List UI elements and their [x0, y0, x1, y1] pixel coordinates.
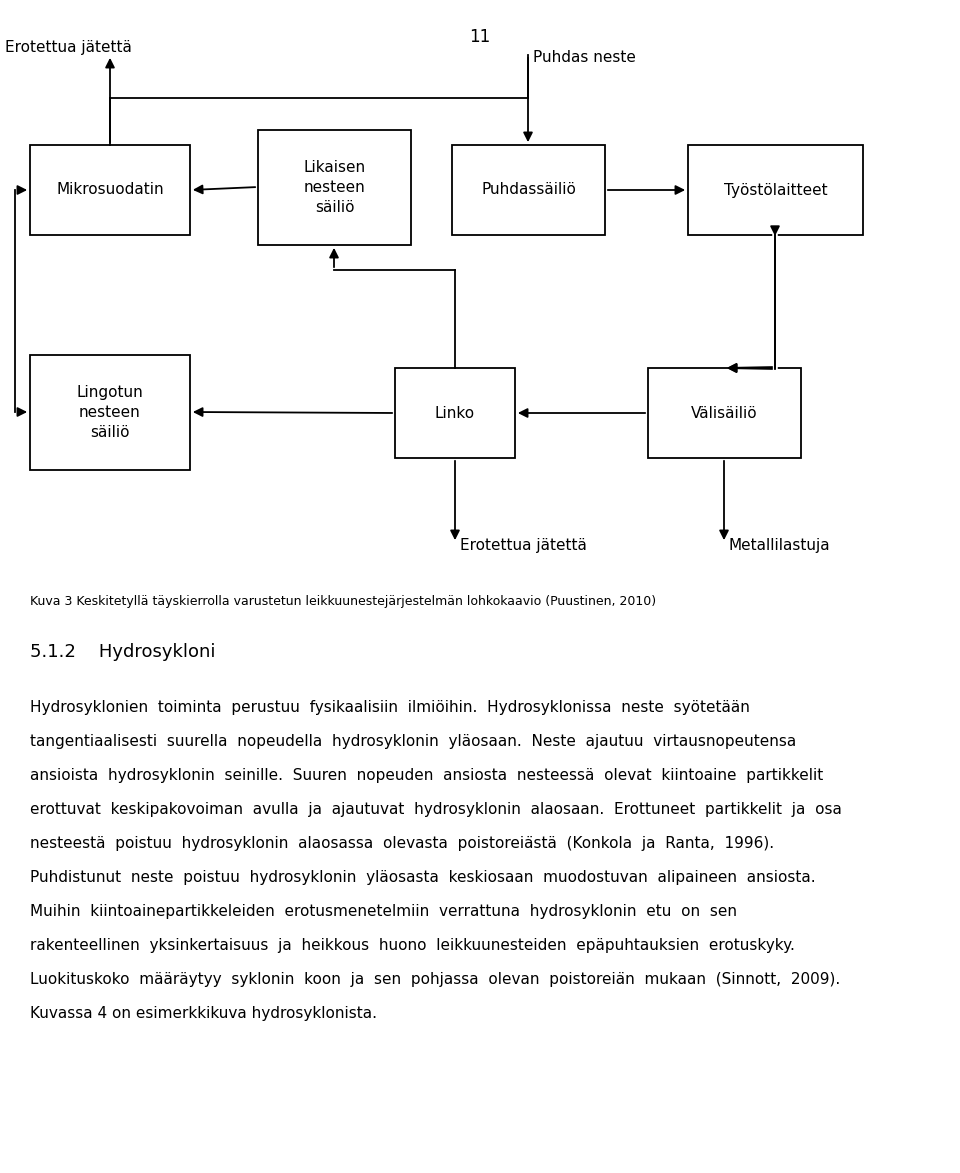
- Text: tangentiaalisesti  suurella  nopeudella  hydrosyklonin  yläosaan.  Neste  ajautu: tangentiaalisesti suurella nopeudella hy…: [30, 734, 796, 750]
- Bar: [452, 145, 605, 235]
- Text: 11: 11: [469, 28, 491, 46]
- Text: rakenteellinen  yksinkertaisuus  ja  heikkous  huono  leikkuunesteiden  epäpuhta: rakenteellinen yksinkertaisuus ja heikko…: [30, 938, 795, 952]
- Text: Puhdistunut  neste  poistuu  hydrosyklonin  yläosasta  keskiosaan  muodostuvan  : Puhdistunut neste poistuu hydrosyklonin …: [30, 870, 816, 884]
- Text: Työstölaitteet: Työstölaitteet: [724, 183, 828, 197]
- Bar: [688, 145, 863, 235]
- Bar: [30, 355, 190, 470]
- Text: Puhdas neste: Puhdas neste: [533, 50, 636, 65]
- Text: Metallilastuja: Metallilastuja: [729, 538, 830, 552]
- Text: Muihin  kiintoainepartikkeleiden  erotusmenetelmiin  verrattuna  hydrosyklonin  : Muihin kiintoainepartikkeleiden erotusme…: [30, 904, 737, 918]
- Text: Välisäiliö: Välisäiliö: [691, 406, 757, 420]
- Text: Erotettua jätettä: Erotettua jätettä: [5, 40, 132, 55]
- Text: Erotettua jätettä: Erotettua jätettä: [460, 538, 587, 552]
- Bar: [258, 130, 411, 245]
- Text: 5.1.2    Hydrosykloni: 5.1.2 Hydrosykloni: [30, 643, 215, 662]
- Text: ansioista  hydrosyklonin  seinille.  Suuren  nopeuden  ansiosta  nesteessä  olev: ansioista hydrosyklonin seinille. Suuren…: [30, 768, 824, 784]
- Text: Mikrosuodatin: Mikrosuodatin: [57, 183, 164, 197]
- Text: Luokituskoko  määräytyy  syklonin  koon  ja  sen  pohjassa  olevan  poistoreiän: Luokituskoko määräytyy syklonin koon ja …: [30, 972, 840, 986]
- Text: Hydrosyklonien  toiminta  perustuu  fysikaalisiin  ilmiöihin.  Hydrosyklonissa  : Hydrosyklonien toiminta perustuu fysikaa…: [30, 700, 750, 716]
- Bar: [395, 368, 515, 457]
- Text: Puhdassäiliö: Puhdassäiliö: [481, 183, 576, 197]
- Text: erottuvat  keskipakovoiman  avulla  ja  ajautuvat  hydrosyklonin  alaosaan.  Ero: erottuvat keskipakovoiman avulla ja ajau…: [30, 802, 842, 818]
- Text: Linko: Linko: [435, 406, 475, 420]
- Text: Kuvassa 4 on esimerkkikuva hydrosyklonista.: Kuvassa 4 on esimerkkikuva hydrosyklonis…: [30, 1006, 377, 1021]
- Bar: [30, 145, 190, 235]
- Text: Lingotun
nesteen
säiliö: Lingotun nesteen säiliö: [77, 385, 143, 440]
- Text: Kuva 3 Keskitetyllä täyskierrolla varustetun leikkuunestejärjestelmän lohkokaavi: Kuva 3 Keskitetyllä täyskierrolla varust…: [30, 595, 656, 608]
- Bar: [648, 368, 801, 457]
- Text: Likaisen
nesteen
säiliö: Likaisen nesteen säiliö: [303, 161, 366, 215]
- Text: nesteestä  poistuu  hydrosyklonin  alaosassa  olevasta  poistoreiästä  (Konkola: nesteestä poistuu hydrosyklonin alaosass…: [30, 836, 774, 852]
